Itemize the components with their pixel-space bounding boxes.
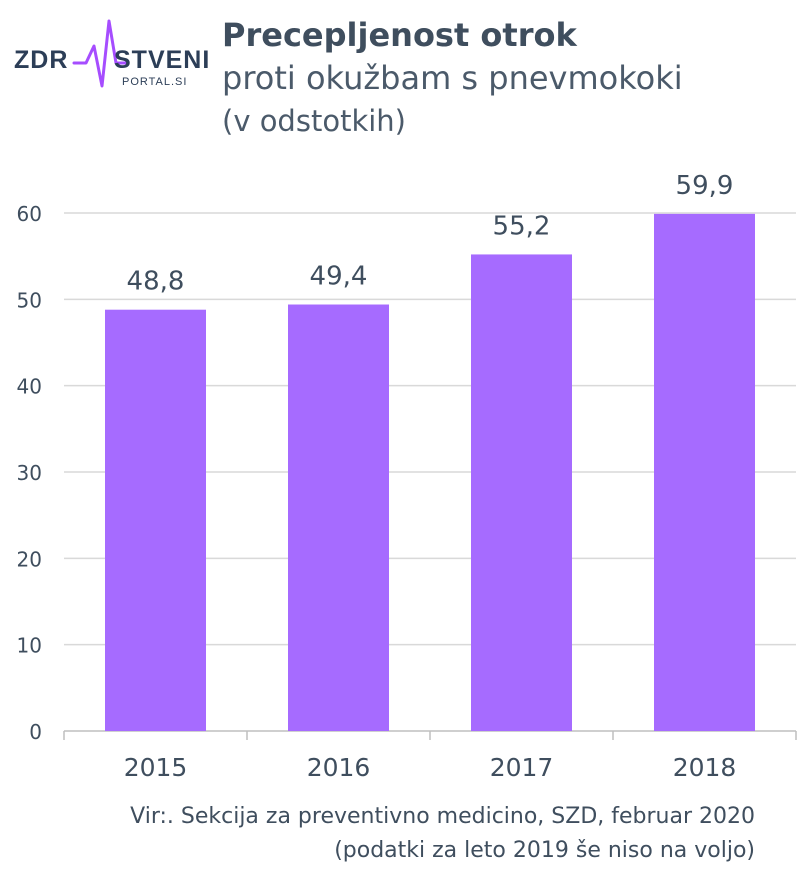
bar [654,213,755,731]
y-tick-label: 20 [17,547,42,571]
y-tick-label: 50 [17,288,42,312]
brand-logo: ZDR STVENI PORTAL.SI [14,16,214,96]
source-line-2: (podatki za leto 2019 še niso na voljo) [334,838,755,863]
bar [105,309,206,731]
data-label: 49,4 [310,262,368,292]
chart-title-block: Precepljenost otrok proti okužbam s pnev… [222,14,683,142]
x-tick-label: 2017 [490,753,554,782]
data-label: 48,8 [127,267,185,297]
chart-subtitle: proti okužbam s pnevmokoki [222,59,683,97]
source-note: Vir:. Sekcija za preventivno medicino, S… [130,800,755,868]
logo-subtext: PORTAL.SI [122,76,188,88]
bar [471,254,572,731]
y-tick-label: 60 [17,202,42,226]
x-tick-label: 2015 [124,753,188,782]
logo-text-left: ZDR [14,46,69,74]
y-tick-label: 0 [29,720,42,744]
source-line-1: Vir:. Sekcija za preventivno medicino, S… [130,804,755,829]
pulse-icon [72,19,128,88]
chart-unit-label: (v odstotkih) [222,104,406,138]
y-tick-label: 30 [17,461,42,485]
y-tick-label: 10 [17,634,42,658]
data-label: 59,9 [676,171,734,201]
logo-text-right: STVENI [114,46,211,74]
chart-title: Precepljenost otrok [222,16,577,54]
bar [288,304,389,731]
x-tick-label: 2016 [307,753,371,782]
y-tick-label: 40 [17,375,42,399]
bar-chart: 0 10 20 30 40 50 60 48,8 2015 49,4 2016 55,2 2017 59,… [17,171,797,782]
x-tick-label: 2018 [673,753,737,782]
data-label: 55,2 [493,211,551,241]
